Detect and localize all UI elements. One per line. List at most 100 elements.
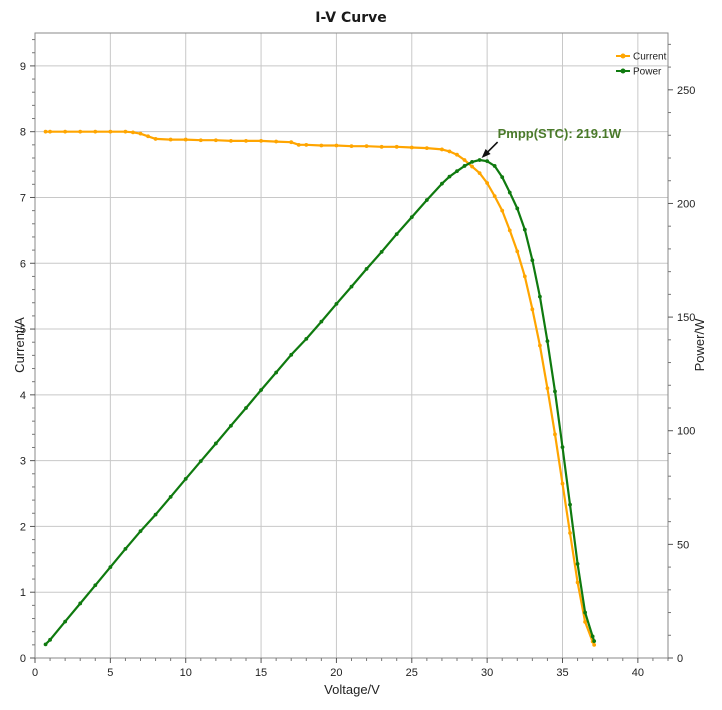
- power-data-point: [289, 352, 294, 357]
- x-tick-label: 15: [255, 667, 267, 679]
- current-data-point: [394, 144, 399, 149]
- power-data-point: [63, 619, 68, 624]
- power-data-point: [500, 175, 505, 179]
- chart-title: I-V Curve: [315, 10, 386, 26]
- y2-axis-ticks: 0 50 100 150 200 250: [668, 43, 695, 665]
- power-data-point: [244, 406, 248, 410]
- current-data-point: [244, 138, 248, 143]
- legend-power-marker: [620, 68, 626, 74]
- current-data-point: [424, 146, 429, 151]
- current-data-point: [43, 129, 48, 134]
- grid-layer: [35, 33, 668, 658]
- current-data-point: [477, 171, 482, 176]
- current-data-point: [123, 129, 128, 134]
- annotation-arrow-head: [481, 149, 491, 159]
- power-data-point: [334, 302, 339, 306]
- current-data-point: [108, 129, 113, 134]
- power-data-point: [470, 159, 474, 164]
- power-data-point: [440, 181, 444, 186]
- current-data-point: [500, 208, 505, 213]
- power-data-point: [568, 502, 572, 507]
- power-data-point: [462, 164, 467, 168]
- x-axis-ticks: 0 5 10 15 20 25 30 35 40: [32, 658, 669, 679]
- x-tick-label: 40: [632, 667, 644, 679]
- current-data-point: [455, 152, 459, 157]
- current-data-point: [447, 149, 452, 154]
- current-data-point: [470, 164, 474, 169]
- y2-tick-label: 100: [677, 426, 695, 438]
- power-data-point: [198, 459, 203, 464]
- y-axis-ticks: 0 1 2 3 4 5 6 7 8 9: [20, 39, 35, 665]
- current-data-point: [515, 249, 520, 254]
- current-data-point: [213, 138, 218, 143]
- power-data-point: [522, 227, 527, 232]
- current-data-point: [440, 147, 444, 152]
- power-data-point: [575, 562, 580, 566]
- current-data-point: [553, 432, 557, 437]
- power-data-point: [93, 583, 98, 588]
- current-data-point: [334, 143, 339, 148]
- power-data-point: [485, 159, 490, 164]
- power-data-point: [507, 190, 512, 195]
- current-data-point: [592, 642, 597, 647]
- y-tick-label: 7: [20, 192, 26, 204]
- y-tick-label: 6: [20, 258, 26, 270]
- x-tick-label: 20: [330, 667, 342, 679]
- y2-tick-label: 50: [677, 539, 689, 551]
- power-data-point: [409, 215, 414, 219]
- current-data-point: [537, 343, 542, 348]
- legend-power-label: Power: [633, 67, 662, 78]
- x-tick-label: 0: [32, 667, 38, 679]
- current-data-point: [183, 137, 188, 142]
- power-data-point: [455, 169, 459, 174]
- power-data-point: [477, 158, 482, 162]
- y-tick-label: 3: [20, 456, 26, 468]
- current-data-point: [545, 386, 550, 391]
- current-data-point: [131, 130, 135, 135]
- current-data-point: [153, 137, 158, 141]
- power-data-point: [364, 267, 369, 271]
- current-data-point: [492, 194, 497, 199]
- power-data-point: [138, 529, 143, 534]
- current-data-point: [560, 481, 565, 486]
- y-tick-label: 2: [20, 521, 26, 533]
- legend-current-marker: [620, 53, 626, 59]
- current-data-point: [530, 307, 535, 312]
- y2-tick-label: 0: [677, 653, 683, 665]
- power-data-point: [424, 198, 429, 202]
- power-data-point: [537, 294, 542, 299]
- power-series-line: [44, 158, 596, 646]
- power-data-point: [304, 337, 309, 341]
- current-data-point: [296, 142, 301, 147]
- y2-axis-label: Power/W: [692, 318, 707, 371]
- current-data-point: [583, 619, 588, 624]
- power-data-point: [43, 642, 48, 647]
- current-data-point: [304, 142, 309, 147]
- y2-tick-label: 250: [677, 85, 695, 97]
- legend-current-label: Current: [633, 52, 667, 63]
- power-data-point: [259, 388, 263, 392]
- y-tick-label: 9: [20, 61, 26, 73]
- current-data-point: [63, 129, 68, 134]
- legend: Current Power: [616, 52, 667, 78]
- current-data-point: [48, 129, 52, 134]
- power-data-point: [492, 164, 497, 168]
- current-data-point: [522, 274, 527, 279]
- current-data-point: [289, 140, 294, 145]
- power-data-point: [530, 258, 535, 263]
- power-data-point: [153, 512, 158, 517]
- current-data-point: [364, 144, 369, 149]
- power-data-point: [553, 389, 557, 394]
- power-data-point: [274, 370, 279, 375]
- current-data-point: [379, 144, 384, 149]
- current-data-point: [319, 143, 324, 148]
- power-data-point: [78, 601, 83, 606]
- y-tick-label: 1: [20, 587, 26, 599]
- power-data-point: [108, 565, 113, 569]
- power-data-point: [560, 445, 565, 449]
- current-data-point: [462, 158, 467, 162]
- power-data-point: [592, 639, 597, 644]
- power-data-point: [394, 232, 399, 237]
- current-data-point: [274, 139, 279, 144]
- current-data-point: [168, 137, 173, 142]
